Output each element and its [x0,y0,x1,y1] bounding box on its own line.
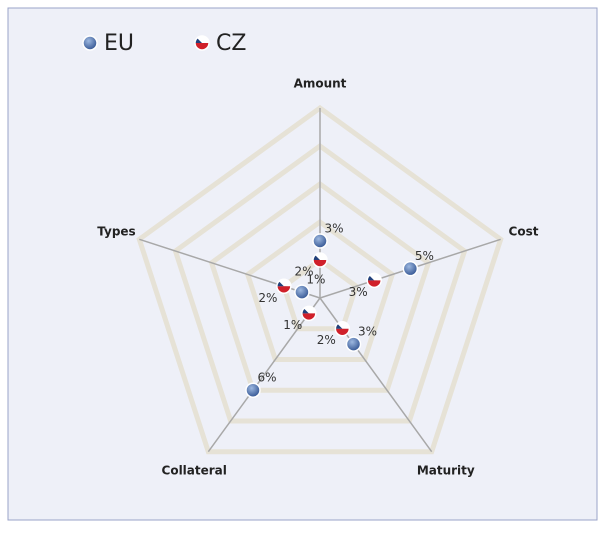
axis-label: Cost [509,224,539,238]
data-point [402,260,419,277]
legend-text: CZ [216,31,246,56]
axis-label: Amount [294,77,347,91]
plot-frame [7,7,598,521]
data-point [334,320,351,337]
marker-ring [366,272,382,289]
value-label: 2% [294,265,313,279]
value-label: 2% [317,333,336,347]
value-label: 6% [257,371,276,385]
data-point [245,382,261,398]
marker-ring [334,320,351,337]
legend-marker [82,35,98,51]
marker-ring [312,252,328,268]
value-label: 5% [415,249,434,263]
legend-text: EU [104,31,134,56]
data-point [276,278,292,295]
axis-label: Collateral [162,464,227,478]
grid-ring [172,142,468,424]
data-point [345,336,362,352]
value-label: 2% [258,291,277,305]
grid-ring [208,180,432,393]
value-label: 3% [349,285,368,299]
data-point [301,305,317,322]
value-label: 1% [306,273,325,287]
value-label: 3% [358,325,377,339]
data-point [312,252,328,268]
grid-ring [244,218,396,362]
value-label: 3% [324,222,343,236]
radar: Amount Cost Maturity Collateral Types 3% 5% 3% 6… [82,31,539,478]
marker-ring [301,305,317,322]
axis-line [207,297,321,453]
data-point [294,284,310,300]
value-label: 1% [283,318,302,332]
marker-ring [276,278,292,295]
data-point [366,272,382,289]
axis-label: Types [97,224,135,238]
legend-marker [194,35,210,51]
grid-ring [136,104,504,455]
data-point [312,233,328,249]
marker-ring [194,35,210,51]
axis-label: Maturity [417,464,475,478]
